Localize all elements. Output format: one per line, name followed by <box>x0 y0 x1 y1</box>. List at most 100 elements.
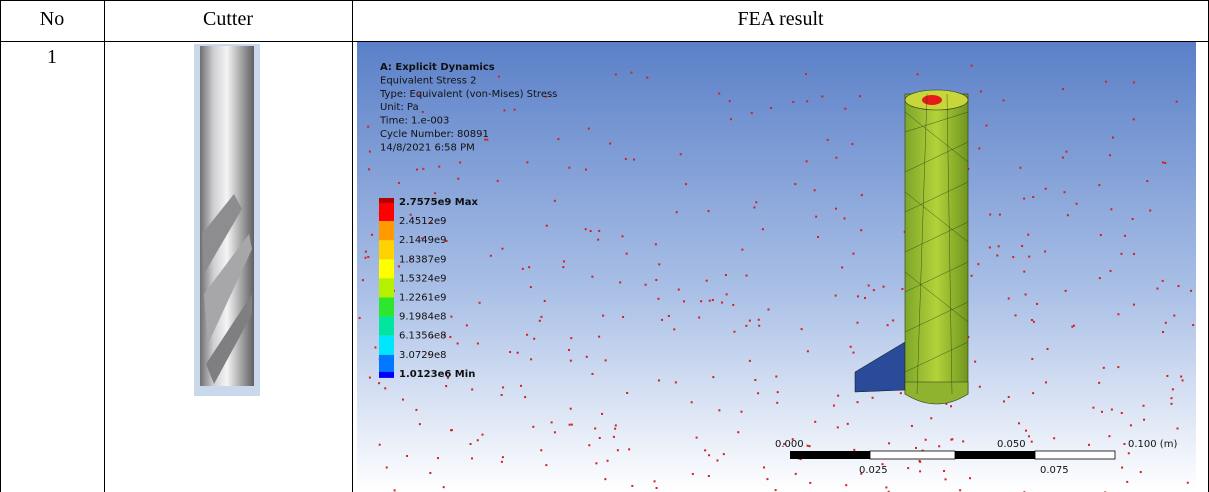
particle <box>595 462 598 465</box>
particle <box>409 213 412 216</box>
header-cell: No <box>39 8 65 30</box>
particle <box>758 324 761 327</box>
result-info: A: Explicit Dynamics <box>380 62 495 73</box>
particle <box>500 393 503 396</box>
particle <box>860 229 863 232</box>
particle <box>1064 289 1067 292</box>
particle <box>951 438 954 441</box>
particle <box>598 335 601 338</box>
particle <box>602 314 605 317</box>
particle <box>516 351 519 354</box>
particle <box>568 423 571 426</box>
result-info: 14/8/2021 6:58 PM <box>380 142 475 153</box>
particle <box>969 477 972 480</box>
particle <box>601 412 604 415</box>
particle <box>791 438 794 441</box>
particle <box>852 252 855 255</box>
particle <box>1186 481 1189 484</box>
particle <box>625 252 628 255</box>
particle <box>799 458 802 461</box>
particle <box>871 396 874 399</box>
particle <box>1142 404 1145 407</box>
particle <box>704 449 707 452</box>
particle <box>393 489 396 492</box>
particle <box>886 324 889 327</box>
particle <box>1132 81 1135 84</box>
particle <box>910 424 913 427</box>
particle <box>974 360 977 363</box>
particle <box>367 255 370 258</box>
legend-label: 1.0123e6 Min <box>399 369 475 380</box>
particle <box>1164 321 1167 324</box>
particle <box>745 274 748 277</box>
particle <box>436 457 439 460</box>
particle <box>429 471 432 474</box>
border <box>0 0 1209 1</box>
particle <box>1030 319 1033 322</box>
particle <box>476 342 479 345</box>
particle <box>826 138 829 141</box>
particle <box>1007 396 1010 399</box>
legend-swatch <box>379 316 394 336</box>
particle <box>695 436 698 439</box>
particle <box>553 431 556 434</box>
particle <box>754 379 757 382</box>
particle <box>899 392 902 395</box>
particle <box>1046 347 1049 350</box>
particle <box>367 125 370 128</box>
particle <box>614 427 617 430</box>
particle <box>1007 297 1010 300</box>
particle <box>849 345 852 348</box>
particle <box>553 199 556 202</box>
tool-body <box>904 93 969 395</box>
particle <box>1176 427 1179 430</box>
particle <box>1061 156 1064 159</box>
particle <box>892 319 895 322</box>
particle <box>569 407 572 410</box>
particle <box>718 92 721 95</box>
particle <box>1170 397 1173 400</box>
particle <box>716 459 719 462</box>
particle <box>1117 313 1120 316</box>
particle <box>967 336 970 339</box>
particle <box>683 300 686 303</box>
particle <box>450 429 453 432</box>
particle <box>1065 150 1068 153</box>
particle <box>415 408 418 411</box>
particle <box>545 464 548 467</box>
particle <box>1072 324 1075 327</box>
legend-label: 2.1449e9 <box>399 235 447 246</box>
legend-swatch <box>379 354 394 374</box>
particle <box>624 157 627 160</box>
particle <box>378 382 381 385</box>
particle <box>361 279 364 282</box>
particle <box>856 295 859 298</box>
particle <box>806 350 809 353</box>
particle <box>465 324 468 327</box>
particle <box>434 192 437 195</box>
particle <box>708 299 711 302</box>
particle <box>677 288 680 291</box>
particle <box>591 275 594 278</box>
particle <box>846 422 849 425</box>
particle <box>856 321 859 324</box>
border <box>0 0 1 492</box>
particle <box>1161 161 1164 164</box>
particle <box>770 106 773 109</box>
particle <box>594 427 597 430</box>
particle <box>970 274 973 277</box>
particle <box>661 318 664 321</box>
legend-label: 3.0729e8 <box>399 350 447 361</box>
particle <box>1002 99 1005 102</box>
particle <box>1192 324 1195 327</box>
particle <box>740 410 743 413</box>
particle <box>496 179 499 182</box>
legend-swatch <box>379 259 394 279</box>
particle <box>530 358 533 361</box>
particle <box>950 405 953 408</box>
particle <box>476 439 479 442</box>
particle <box>612 435 615 438</box>
particle <box>1053 437 1056 440</box>
particle <box>550 421 553 424</box>
particle <box>501 456 504 459</box>
